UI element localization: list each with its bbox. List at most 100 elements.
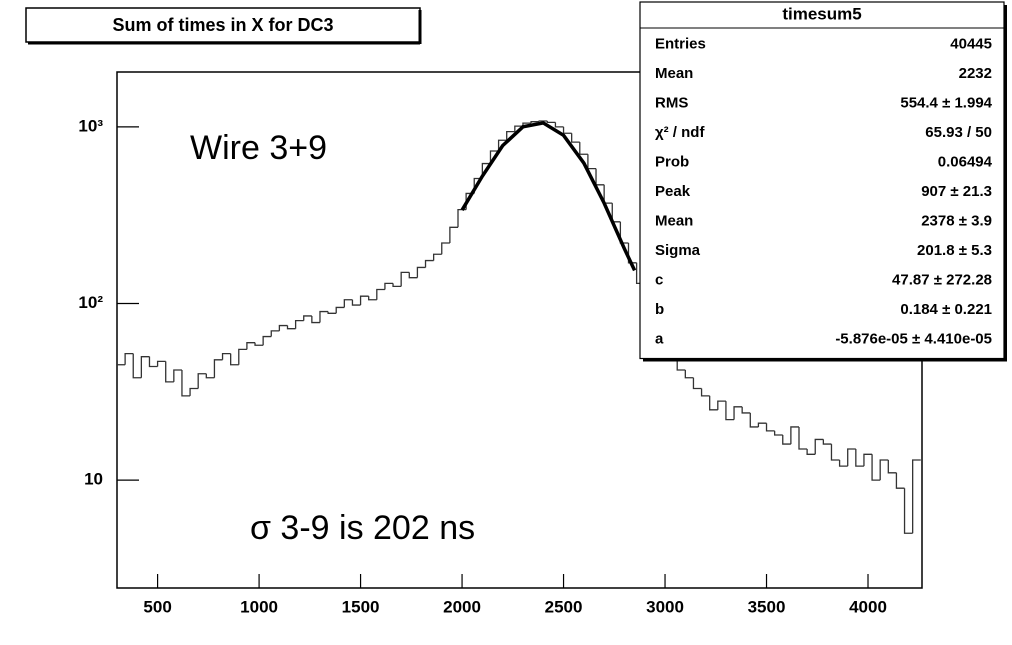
stats-value: 2232 xyxy=(959,65,992,82)
histogram-bin xyxy=(733,406,743,420)
histogram-bin xyxy=(132,353,142,379)
histogram-bin xyxy=(700,388,710,397)
y-tick-label: 10² xyxy=(78,293,103,312)
histogram-bin xyxy=(798,426,808,450)
annotation: Wire 3+9 xyxy=(190,129,327,167)
histogram-bin xyxy=(286,325,296,330)
histogram-bin xyxy=(895,472,905,489)
stats-value: 201.8 ± 5.3 xyxy=(917,242,992,259)
histogram-bin xyxy=(684,370,694,379)
histogram-bin xyxy=(579,142,588,155)
histogram-bin xyxy=(912,459,921,534)
histogram-bin xyxy=(246,342,256,350)
histogram-bin xyxy=(830,444,840,461)
title-box xyxy=(25,7,421,43)
histogram-bin xyxy=(165,361,174,383)
stats-box xyxy=(639,1,1005,360)
histogram-bin xyxy=(814,438,824,455)
y-tick-label: 10³ xyxy=(78,116,103,135)
x-tick-label: 4000 xyxy=(849,597,887,616)
stats-label: Mean xyxy=(655,65,693,82)
histogram-bin xyxy=(489,150,499,164)
histogram-bin xyxy=(790,426,799,445)
histogram-bin xyxy=(254,342,264,346)
histogram-bin xyxy=(148,356,158,368)
fit-curve xyxy=(460,121,637,272)
stats-label: Sigma xyxy=(655,242,701,259)
histogram-bin xyxy=(376,288,385,300)
histogram-bin xyxy=(384,282,394,290)
histogram-bin xyxy=(871,454,881,481)
histogram-bin xyxy=(514,125,523,132)
histogram-bin xyxy=(319,310,329,323)
stats-value: 907 ± 21.3 xyxy=(921,183,992,200)
histogram-bin xyxy=(725,401,735,421)
stats-value: 0.184 ± 0.221 xyxy=(900,301,992,318)
stats-value: 2378 ± 3.9 xyxy=(921,213,992,230)
stats-label: a xyxy=(655,331,664,348)
histogram-bin xyxy=(773,430,783,436)
histogram-bin xyxy=(181,370,191,397)
x-tick-label: 2000 xyxy=(443,597,481,616)
stats-label: χ² / ndf xyxy=(655,124,705,141)
histogram-bin xyxy=(173,369,182,382)
histogram-bin xyxy=(765,423,775,432)
histogram-bin xyxy=(351,299,361,306)
histogram-bin xyxy=(741,406,751,414)
histogram-bin xyxy=(221,353,231,360)
stats-value: 0.06494 xyxy=(938,154,993,171)
histogram-bin xyxy=(189,387,199,396)
histogram-bin xyxy=(757,422,767,427)
x-tick-label: 500 xyxy=(143,597,171,616)
histogram-bin xyxy=(709,395,718,411)
stats-value: 554.4 ± 1.994 xyxy=(900,95,992,112)
histogram-bin xyxy=(538,120,548,122)
y-tick-label: 10 xyxy=(84,470,103,489)
histogram-bin xyxy=(205,373,215,379)
histogram-bin xyxy=(847,448,856,467)
histogram-bin xyxy=(392,283,402,288)
histogram-bin xyxy=(294,319,304,329)
x-tick-label: 1500 xyxy=(342,597,380,616)
histogram-bin xyxy=(416,266,426,278)
histogram-bin xyxy=(335,306,345,314)
stats-label: b xyxy=(655,301,664,318)
histogram-bin xyxy=(822,439,832,445)
histogram-bin xyxy=(368,296,377,301)
histogram-bin xyxy=(197,373,207,389)
histogram-bin xyxy=(262,335,272,346)
histogram-bin xyxy=(311,315,320,324)
histogram-bin xyxy=(749,412,759,428)
histogram-bin xyxy=(400,271,410,287)
stats-value: 47.87 ± 272.28 xyxy=(892,272,992,289)
histogram-bin xyxy=(887,459,897,474)
histogram-bin xyxy=(343,299,353,308)
histogram-bin xyxy=(692,377,702,390)
histogram-bin xyxy=(124,353,134,365)
histogram-bin xyxy=(506,130,515,141)
x-tick-label: 1000 xyxy=(240,597,278,616)
histogram-bin xyxy=(449,226,458,244)
histogram-bin xyxy=(140,356,150,378)
histogram-bin xyxy=(571,133,580,143)
histogram-bin xyxy=(441,242,450,255)
histogram-bin xyxy=(554,122,564,128)
histogram-bin xyxy=(270,330,280,337)
stats-value: -5.876e-05 ± 4.410e-05 xyxy=(835,331,992,348)
histogram-bin xyxy=(855,449,864,467)
histogram-bin xyxy=(278,324,288,331)
histogram-bin xyxy=(156,360,166,367)
histogram-bin xyxy=(327,311,337,314)
stats-value: 40445 xyxy=(950,36,992,53)
x-tick-label: 2500 xyxy=(545,597,583,616)
annotation: σ 3-9 is 202 ns xyxy=(250,509,475,547)
stats-title: timesum5 xyxy=(782,4,861,23)
histogram-bin xyxy=(627,243,637,264)
histogram-bin xyxy=(903,488,913,534)
histogram-bin xyxy=(782,435,791,445)
histogram-bin xyxy=(806,449,816,455)
x-tick-label: 3500 xyxy=(748,597,786,616)
histogram-bin xyxy=(238,348,247,365)
histogram-bin xyxy=(838,459,848,467)
